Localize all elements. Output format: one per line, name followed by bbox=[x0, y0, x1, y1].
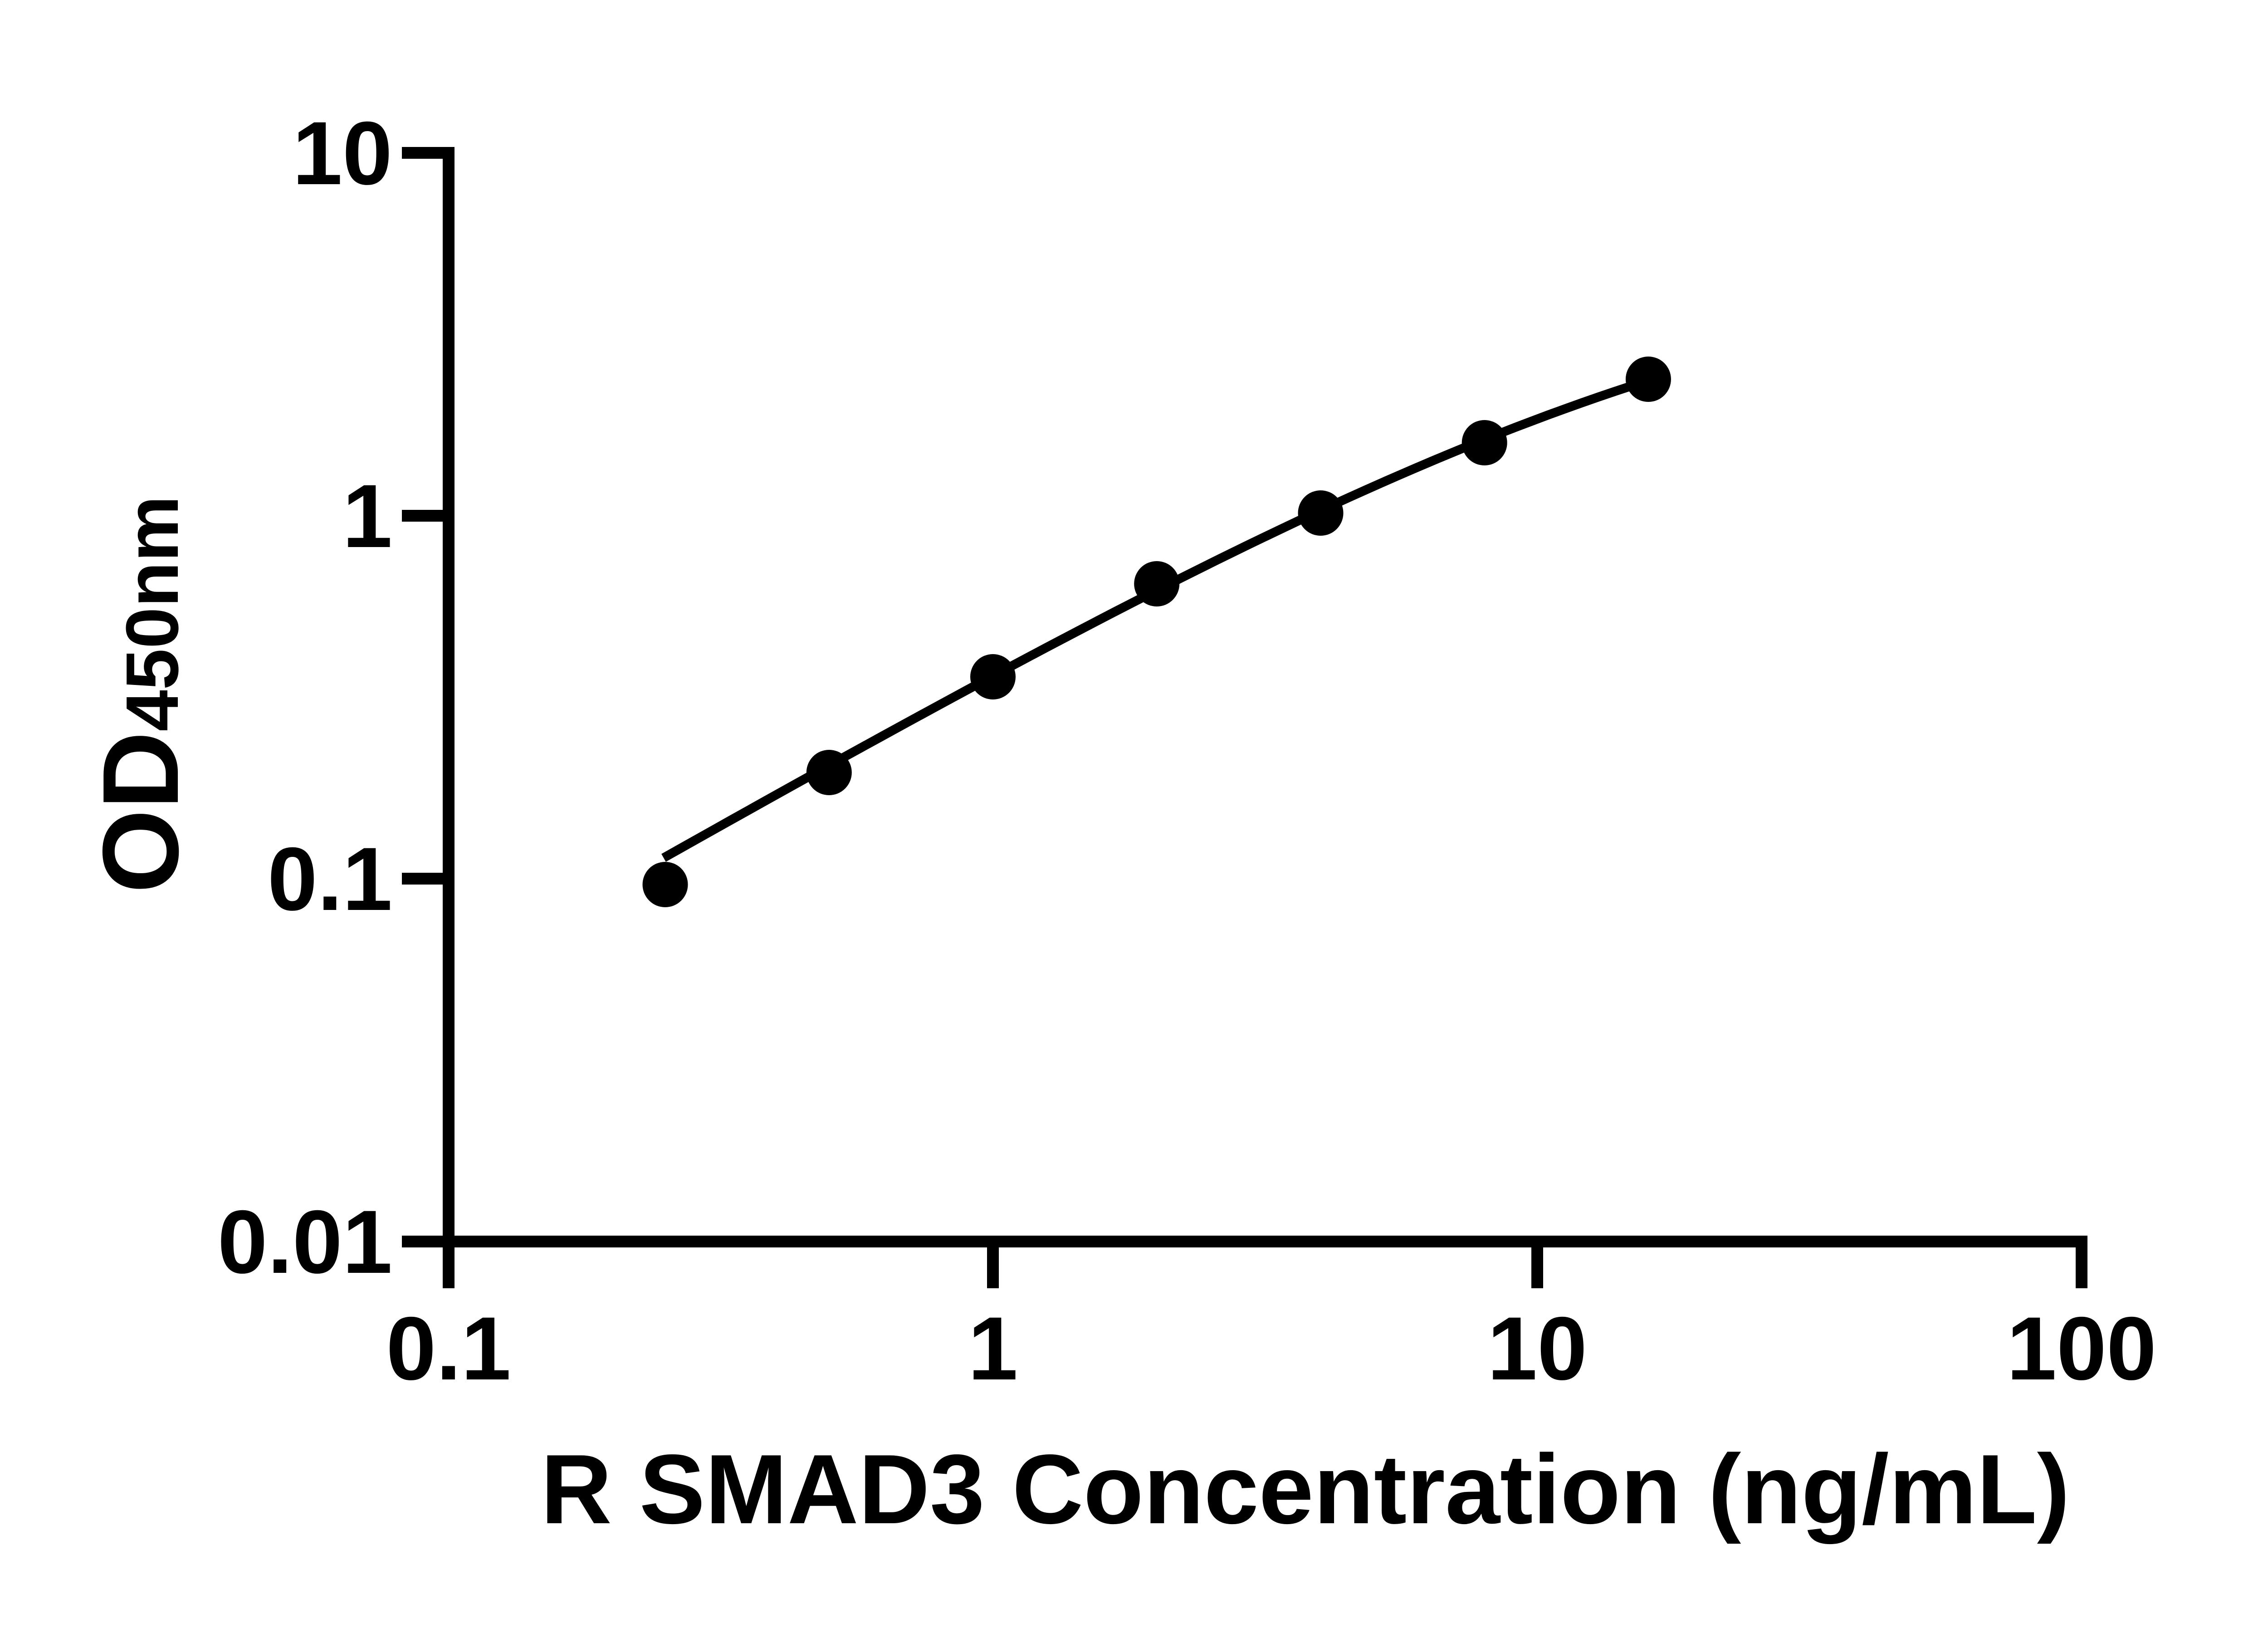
svg-text:1: 1 bbox=[968, 1298, 1018, 1398]
svg-text:0.01: 0.01 bbox=[218, 1192, 392, 1292]
svg-text:0.1: 0.1 bbox=[386, 1298, 511, 1398]
svg-text:0.1: 0.1 bbox=[268, 829, 392, 929]
svg-text:10: 10 bbox=[293, 103, 392, 203]
svg-text:10: 10 bbox=[1487, 1298, 1587, 1398]
svg-text:R SMAD3 Concentration (ng/mL): R SMAD3 Concentration (ng/mL) bbox=[541, 1434, 2070, 1545]
svg-text:100: 100 bbox=[2007, 1298, 2156, 1398]
svg-text:1: 1 bbox=[342, 466, 392, 566]
